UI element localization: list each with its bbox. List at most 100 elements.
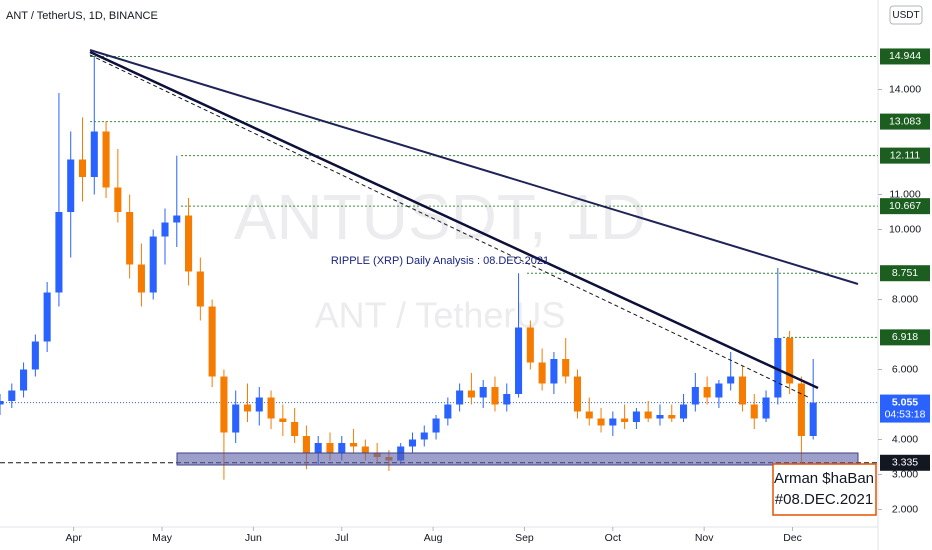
candle-body [562,359,570,377]
candle-body [8,390,16,401]
annotation: RIPPLE (XRP) Daily Analysis : 08.DEC.202… [331,255,549,267]
candle-body [185,215,193,272]
candle-body [585,411,593,419]
candle-body [444,404,452,419]
candle-body [114,187,122,212]
candle-body [809,402,817,436]
level-label-box [880,147,930,164]
support-label: 3.335 [892,457,918,469]
candle-body [786,338,794,384]
candle-body [0,401,4,405]
candle-body [350,443,358,447]
candle-body [243,404,252,412]
candle-body [715,383,723,398]
candle-body [526,327,534,363]
candle-body [656,415,664,419]
candle-body [361,446,369,454]
signature-box [772,463,877,516]
candle-body [291,422,299,436]
candle-body [597,418,605,426]
candle-body [621,418,629,422]
candle-body [232,404,240,433]
x-tick-label: Sep [515,532,534,544]
candle-body [102,131,110,188]
level-label: 6.918 [892,331,918,343]
candle-body [750,404,758,419]
level-label-box [880,48,930,65]
candle-body [467,390,475,398]
watermark: ANTUSDT, 1D [234,181,647,253]
candle-body [302,436,310,454]
trend-line [89,50,819,390]
candle-body [78,159,87,177]
candle-body [279,418,287,422]
candle-body [738,376,747,405]
candle-body [703,387,711,398]
countdown: 04:53:18 [885,408,926,420]
y-tick-label: 3.000 [892,468,918,480]
signature-name: Arman $haBan [774,470,874,487]
candle-body [538,362,546,384]
support-zone [176,452,859,466]
candle-body [43,292,51,342]
candle-body [220,376,228,433]
last-price-label: 5.055 [892,396,918,408]
y-tick-label: 2.000 [892,503,918,515]
level-label: 12.111 [890,149,921,161]
y-tick-label: 11.000 [889,188,920,200]
candle-body [762,397,770,419]
candle-body [668,415,676,419]
y-tick-label: 10.000 [889,223,921,235]
candle-body [255,397,263,412]
candle-body [149,236,157,293]
signature-date: #08.DEC.2021 [775,491,873,508]
currency-box[interactable] [889,5,923,25]
candle-body [326,443,334,454]
candle-body [208,306,216,377]
level-label: 8.751 [892,267,918,279]
candle-body [573,376,582,412]
y-tick-label: 4.000 [892,433,918,445]
x-tick-label: Jul [335,532,348,544]
candle-body [644,411,652,419]
x-tick-label: Dec [783,532,802,544]
x-tick-label: Apr [65,532,82,544]
candle-body [774,338,782,398]
support-label-box [880,454,930,471]
candle-body [550,359,558,384]
candle-body [680,404,688,419]
x-tick-label: Jun [245,532,262,544]
candle-body [31,341,39,370]
candle-body [691,387,699,405]
candle-body [90,131,98,177]
x-tick-label: Nov [695,532,714,544]
level-label: 14.944 [889,50,921,62]
candle-body [314,443,322,454]
level-label-box [880,329,930,346]
currency[interactable]: USDT [892,10,919,21]
candle-body [797,383,805,436]
level-label: 10.667 [889,200,921,212]
level-label-box [880,113,930,130]
candle-body [20,369,28,391]
level-label-box [880,198,930,215]
last-price-box [880,394,930,423]
candle-body [267,397,275,419]
candle-body [491,387,499,405]
y-tick-label: 14.000 [889,83,921,95]
candle-body [137,264,145,293]
watermark-sub: ANT / TetherUS [315,295,566,336]
candle-body [126,212,134,265]
trend-line [89,49,859,285]
x-tick-label: Aug [424,532,443,544]
y-tick-label: 8.000 [892,293,918,305]
x-tick-label: Oct [605,532,621,544]
y-tick-label: 6.000 [892,363,918,375]
candle-body [515,327,523,394]
x-tick-label: May [152,532,173,544]
candle-body [173,215,181,223]
level-label: 13.083 [889,115,921,127]
chart-title: ANT / TetherUS, 1D, BINANCE [6,10,158,22]
candle-body [55,212,63,293]
